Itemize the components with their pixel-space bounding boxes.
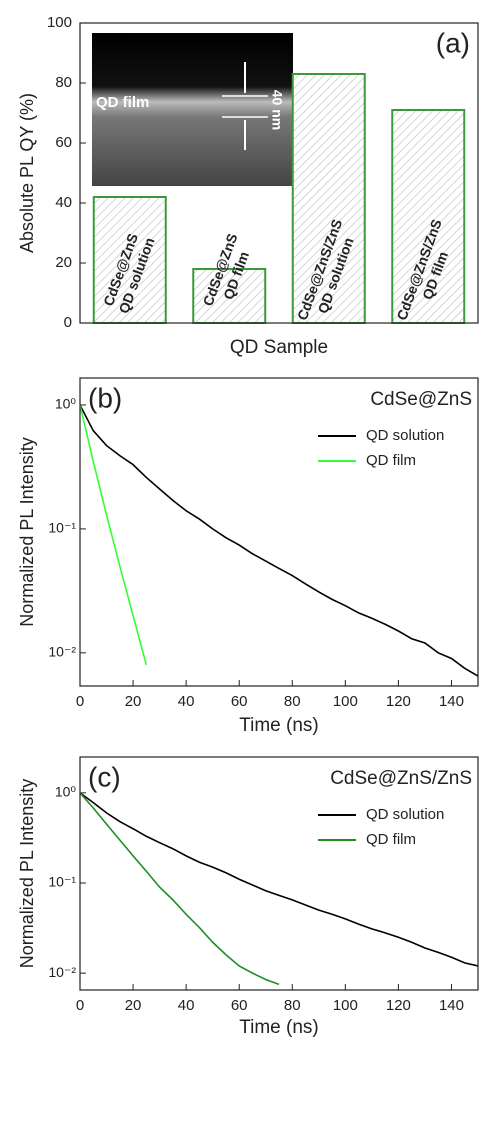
panel-annotation: (a) [436, 27, 470, 58]
y-axis-label: Absolute PL QY (%) [17, 93, 37, 253]
plot-frame [79, 377, 479, 687]
y-tick-label: 10⁻¹ [48, 520, 76, 536]
x-tick-label: 20 [125, 693, 142, 710]
plot-frame [79, 22, 479, 324]
y-tick-label: 60 [55, 134, 72, 151]
x-axis-label: QD Sample [230, 337, 328, 358]
y-tick-label: 20 [55, 254, 72, 271]
panel-annotation: (b) [88, 382, 122, 413]
y-axis-label: Normalized PL Intensity [17, 779, 37, 968]
inset-label: 40 nm [269, 90, 285, 130]
bar [192, 268, 267, 324]
y-tick-label: 40 [55, 194, 72, 211]
x-tick-label: 60 [231, 693, 248, 710]
x-axis-label: Time (ns) [239, 1017, 319, 1038]
series-line [80, 404, 148, 666]
x-tick-label: 120 [386, 997, 411, 1014]
inset-label: QD film [96, 94, 149, 111]
y-tick-label: 10⁰ [55, 396, 77, 412]
x-tick-label: 40 [178, 997, 195, 1014]
x-axis-label: Time (ns) [239, 715, 319, 736]
legend-label: QD solution [366, 427, 444, 444]
y-tick-label: 10⁻¹ [48, 874, 76, 890]
x-tick-label: 0 [76, 693, 84, 710]
x-tick-label: 0 [76, 997, 84, 1014]
plot-area [80, 404, 478, 677]
x-tick-label: 60 [231, 997, 248, 1014]
plot-area [80, 792, 478, 986]
panel-title: CdSe@ZnS/ZnS [330, 768, 472, 789]
bar [391, 109, 466, 324]
x-tick-label: 140 [439, 997, 464, 1014]
x-tick-label: 140 [439, 693, 464, 710]
legend-label: QD film [366, 452, 416, 469]
series-line [80, 404, 478, 677]
legend-label: QD solution [366, 806, 444, 823]
panel-annotation: (c) [88, 761, 121, 792]
y-tick-label: 10⁻² [48, 644, 76, 660]
x-tick-label: 40 [178, 693, 195, 710]
bar [92, 196, 167, 324]
series-line [80, 792, 478, 967]
panel-title: CdSe@ZnS [370, 389, 472, 410]
y-axis-label: Normalized PL Intensity [17, 437, 37, 626]
legend-label: QD film [366, 831, 416, 848]
x-tick-label: 120 [386, 693, 411, 710]
x-tick-label: 100 [333, 997, 358, 1014]
x-tick-label: 80 [284, 997, 301, 1014]
inset-image [92, 33, 293, 186]
y-tick-label: 80 [55, 74, 72, 91]
x-tick-label: 20 [125, 997, 142, 1014]
x-tick-label: 80 [284, 693, 301, 710]
y-tick-label: 100 [47, 14, 72, 31]
series-line [80, 792, 280, 986]
x-tick-label: 100 [333, 693, 358, 710]
y-tick-label: 10⁰ [55, 784, 77, 800]
plot-frame [79, 756, 479, 991]
y-tick-label: 10⁻² [48, 964, 76, 980]
y-tick-label: 0 [64, 314, 72, 331]
